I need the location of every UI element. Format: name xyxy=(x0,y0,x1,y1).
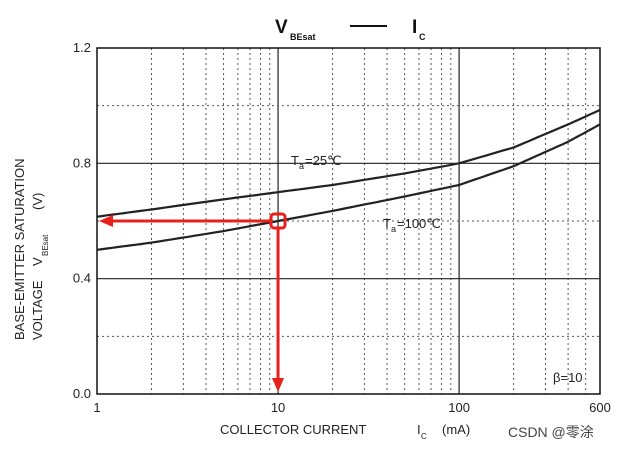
title-second: I xyxy=(412,17,417,38)
y-tick-label: 0.4 xyxy=(73,271,91,286)
y-tick-label: 1.2 xyxy=(73,40,91,55)
chart-title: V BEsat I C xyxy=(275,17,426,42)
title-second-sub: C xyxy=(419,32,426,42)
series-label-25-sub: a xyxy=(299,161,304,171)
x-tick-label: 1 xyxy=(93,400,100,415)
y-axis-symbol-sub: BEsat xyxy=(41,234,50,256)
x-tick-label: 100 xyxy=(448,400,470,415)
series-label-100-rest: =100℃ xyxy=(397,216,441,231)
y-axis-label-line1: BASE-EMITTER SATURATION xyxy=(12,158,27,340)
x-axis-label: COLLECTOR CURRENT xyxy=(220,422,366,437)
y-tick-label: 0.8 xyxy=(73,155,91,170)
series-label-25-main: T xyxy=(291,153,299,168)
series-label-25: T a =25℃ xyxy=(291,153,342,171)
axes: 1 10 100 600 0.0 0.4 0.8 1.2 xyxy=(73,40,611,415)
x-axis-symbol-sub: C xyxy=(421,432,427,441)
highlight-overlay xyxy=(99,212,287,392)
grid xyxy=(97,48,600,394)
series-line-0 xyxy=(96,108,601,218)
x-axis-title: COLLECTOR CURRENT I C (mA) xyxy=(220,422,470,441)
x-axis-unit: (mA) xyxy=(442,422,470,437)
title-main: V xyxy=(275,17,288,38)
y-axis-title: BASE-EMITTER SATURATION VOLTAGE V BEsat … xyxy=(12,158,50,340)
y-tick-label: 0.0 xyxy=(73,386,91,401)
highlight-arrowhead-down xyxy=(272,378,285,392)
series-label-25-rest: =25℃ xyxy=(305,153,342,168)
series-label-100-sub: a xyxy=(391,224,396,234)
y-axis-unit: (V) xyxy=(30,193,45,210)
x-tick-label: 10 xyxy=(271,400,285,415)
watermark: CSDN @零涂 xyxy=(508,424,594,440)
series-label-100: T a =100℃ xyxy=(383,216,441,234)
y-axis-symbol: V xyxy=(30,257,45,266)
title-main-sub: BEsat xyxy=(290,32,316,42)
x-tick-label: 600 xyxy=(589,400,611,415)
highlight-marker xyxy=(269,212,287,230)
y-axis-label-line2: VOLTAGE xyxy=(30,280,45,340)
highlight-arrowhead-left xyxy=(99,215,113,227)
series-label-100-main: T xyxy=(383,216,391,231)
beta-annotation: β=10 xyxy=(553,370,583,385)
series-lines xyxy=(96,108,601,251)
x-axis-symbol: I xyxy=(417,422,421,437)
series-line-1 xyxy=(96,123,601,251)
plot-frame xyxy=(96,47,601,395)
